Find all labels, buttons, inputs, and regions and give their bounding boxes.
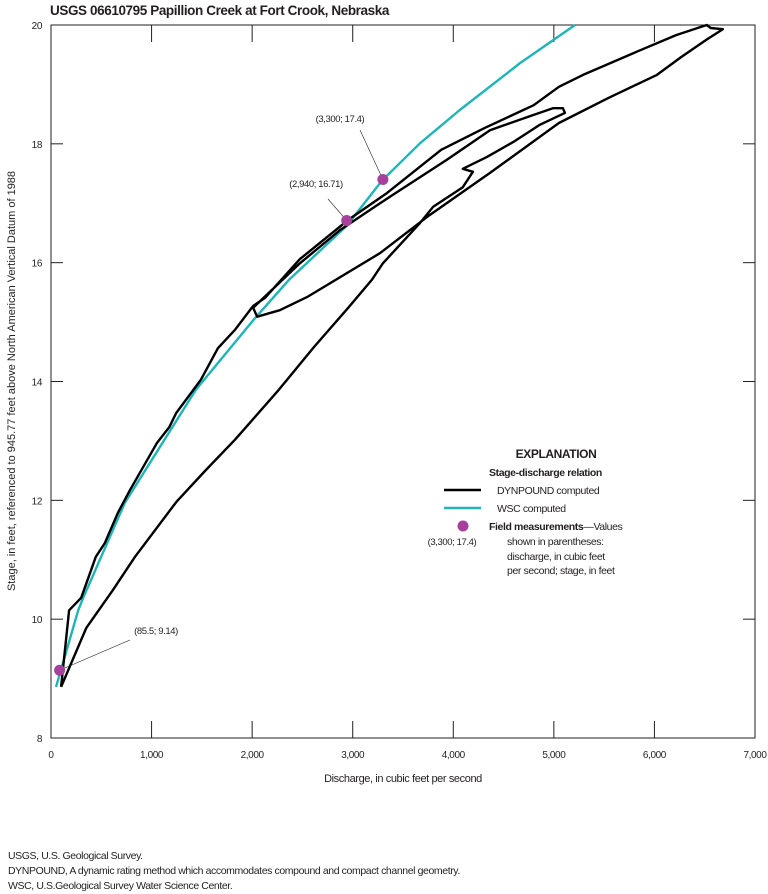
leader-line	[359, 129, 384, 180]
legend-field-rest: —Values	[583, 521, 622, 533]
footnote-usgs: USGS, U.S. Geological Survey.	[8, 850, 143, 862]
leader-line	[59, 639, 131, 671]
field-measurement-label: (2,940; 16.71)	[289, 179, 343, 190]
chart-title: USGS 06610795 Papillion Creek at Fort Cr…	[50, 3, 390, 18]
legend-field-bold: Field measurements	[489, 521, 584, 533]
x-tick-label: 7,000	[743, 750, 767, 761]
field-measurement-label: (85.5; 9.14)	[134, 626, 178, 637]
dynpound-computed-line	[59, 23, 724, 688]
field-measurement-point	[54, 664, 66, 676]
y-tick-label: 16	[32, 259, 43, 270]
axis-ticks: 0 1,000 2,000 3,000 4,000 5,000 6,000 7,000 8 10 1…	[32, 21, 768, 761]
field-measurement-point	[377, 173, 389, 185]
field-measurement-points: (85.5; 9.14) (2,940; 16.71) (3,300; 17.4)	[54, 114, 389, 676]
y-tick-label: 14	[32, 378, 43, 389]
y-tick-label: 20	[32, 21, 43, 32]
legend-wsc-label: WSC computed	[497, 503, 566, 515]
legend: EXPLANATION Stage-discharge relation DYN…	[428, 447, 623, 577]
y-tick-label: 8	[37, 734, 43, 745]
x-tick-label: 6,000	[643, 750, 667, 761]
x-tick-label: 5,000	[542, 750, 566, 761]
x-tick-label: 1,000	[140, 750, 164, 761]
y-tick-label: 12	[32, 496, 43, 507]
y-tick-label: 10	[32, 615, 43, 626]
legend-group-title: Stage-discharge relation	[489, 467, 602, 479]
legend-dynpound-label: DYNPOUND computed	[497, 485, 600, 497]
x-tick-label: 2,000	[241, 750, 265, 761]
legend-field-line-1: shown in parentheses:	[507, 536, 604, 548]
x-tick-label: 4,000	[442, 750, 466, 761]
x-tick-label: 3,000	[341, 750, 365, 761]
footnote-dynpound: DYNPOUND, A dynamic rating method which …	[8, 865, 460, 877]
y-tick-label: 18	[32, 140, 43, 151]
legend-field-line-3: per second; stage, in feet	[507, 565, 615, 577]
x-axis-label: Discharge, in cubic feet per second	[324, 773, 482, 785]
y-axis-label: Stage, in feet, referenced to 945.77 fee…	[6, 171, 18, 591]
legend-example-label: (3,300; 17.4)	[428, 537, 477, 548]
legend-title: EXPLANATION	[516, 447, 597, 461]
field-measurement-point	[341, 214, 353, 226]
field-measurement-label: (3,300; 17.4)	[316, 114, 365, 125]
wsc-computed-line	[54, 24, 576, 688]
legend-field-marker	[457, 520, 469, 532]
legend-field-line-2: discharge, in cubic feet	[507, 551, 605, 563]
x-tick-label: 0	[48, 750, 54, 761]
series-lines	[54, 23, 724, 688]
legend-field-text: Field measurements—Values	[489, 521, 623, 533]
footnote-wsc: WSC, U.S.Geological Survey Water Science…	[8, 880, 233, 892]
